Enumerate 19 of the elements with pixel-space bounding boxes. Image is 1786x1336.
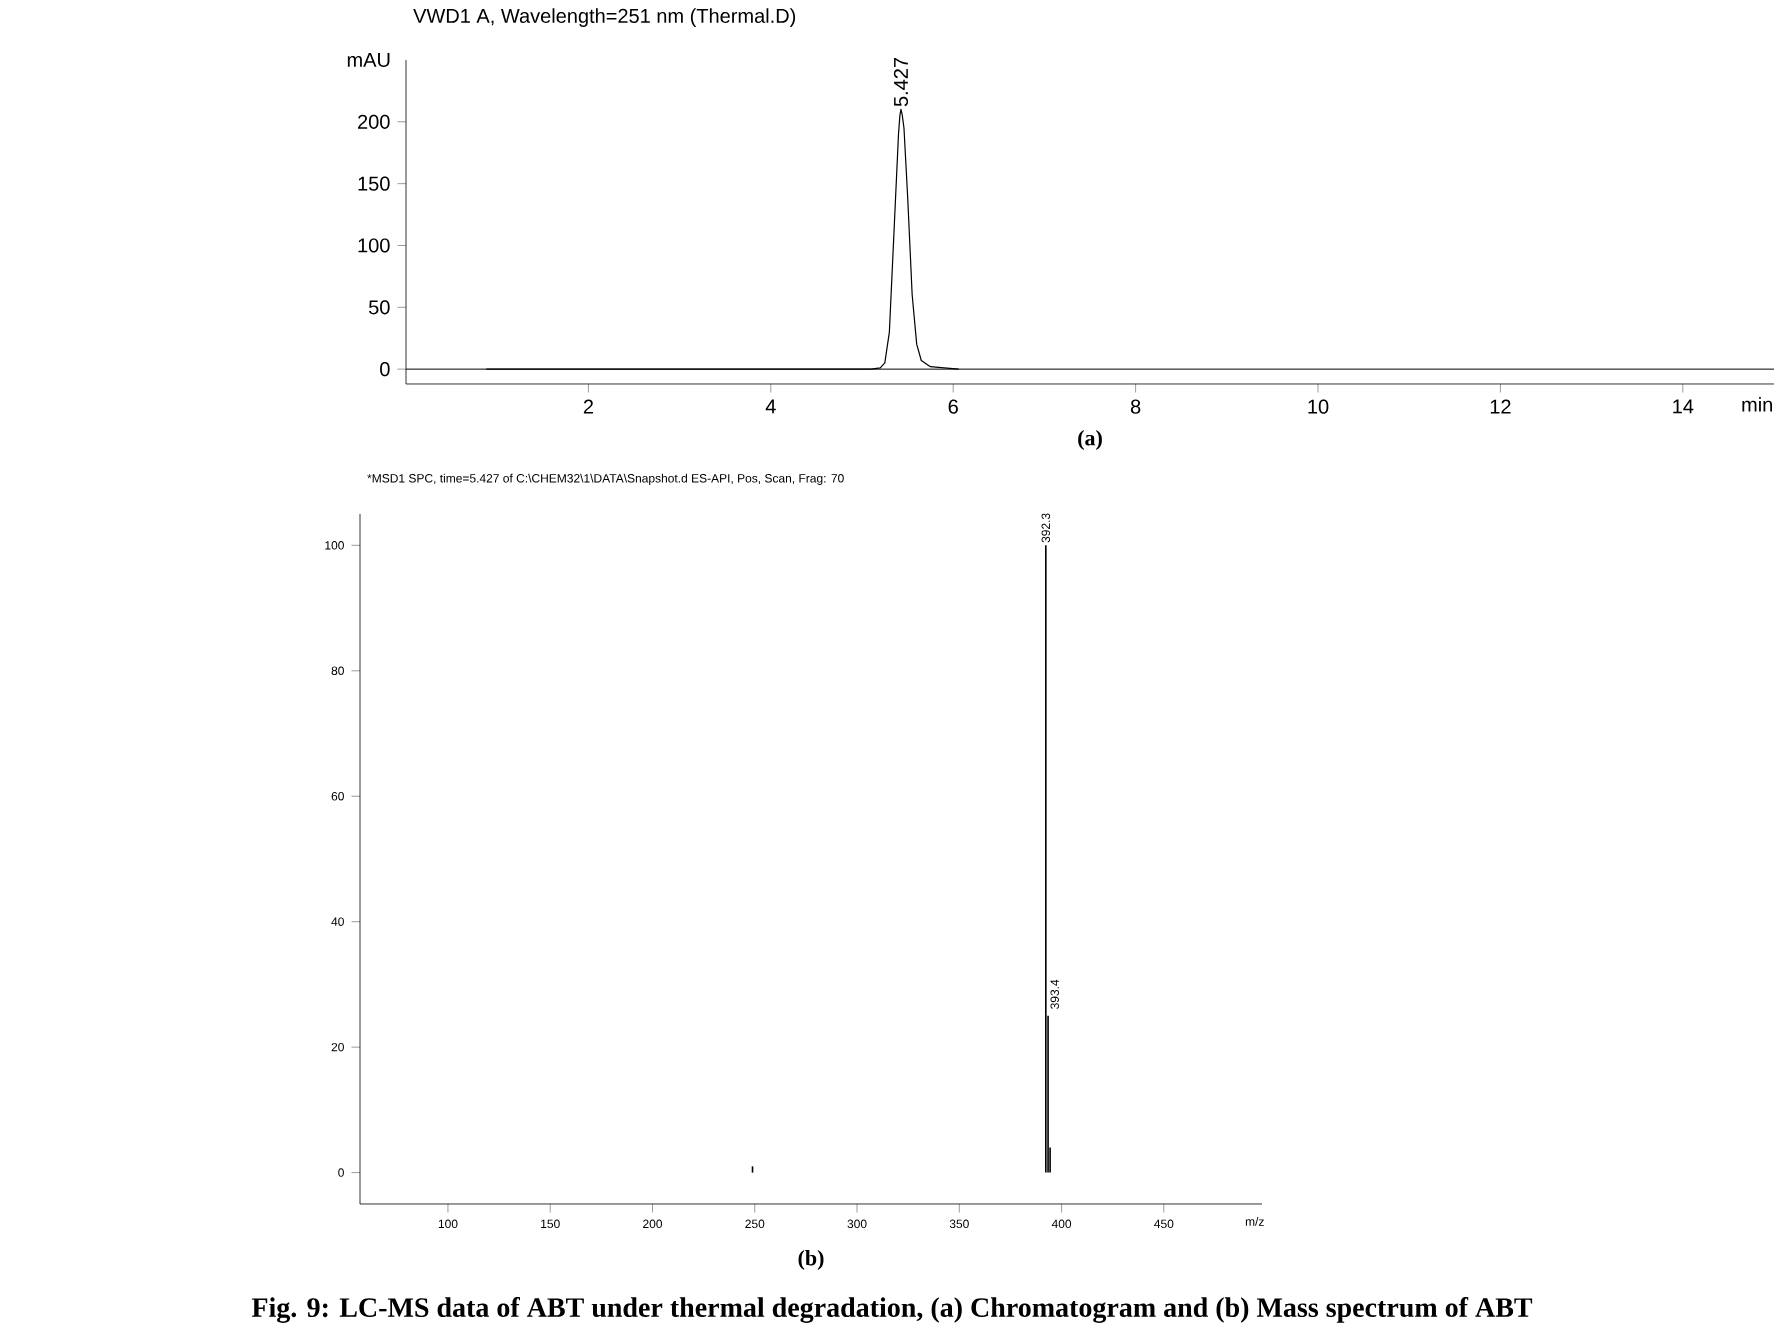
annotation: 5.427 [893, 57, 909, 107]
x-tick-label: 14 [1673, 399, 1694, 414]
x-tick-label: 8 [1130, 399, 1141, 414]
y-tick-label: 100 [358, 238, 390, 253]
y-tick-label: 200 [358, 114, 390, 129]
y-axis-title: mAU [347, 52, 390, 67]
y-tick-label: 150 [358, 176, 390, 191]
x-tick-label: 4 [765, 399, 776, 414]
x-tick-label: 6 [948, 399, 958, 414]
x-tick-label: 12 [1490, 399, 1511, 414]
chart-title: VWD1 A, Wavelength=251 nm (Thermal.D) [413, 8, 796, 27]
x-tick-label: 2 [583, 399, 593, 414]
text: (b) [798, 1250, 824, 1270]
y-tick-label: 0 [380, 362, 390, 377]
y-tick-label: 50 [368, 300, 390, 315]
x-tick-label: 10 [1308, 399, 1329, 414]
text: (a) [1078, 430, 1102, 450]
x-axis-title: min [1742, 397, 1772, 412]
caption: Fig. 9: LC-MS data of ABT under thermal degradation, (a) Chromatogram and (b) Mass spectrum of ABT [251, 1297, 1533, 1323]
